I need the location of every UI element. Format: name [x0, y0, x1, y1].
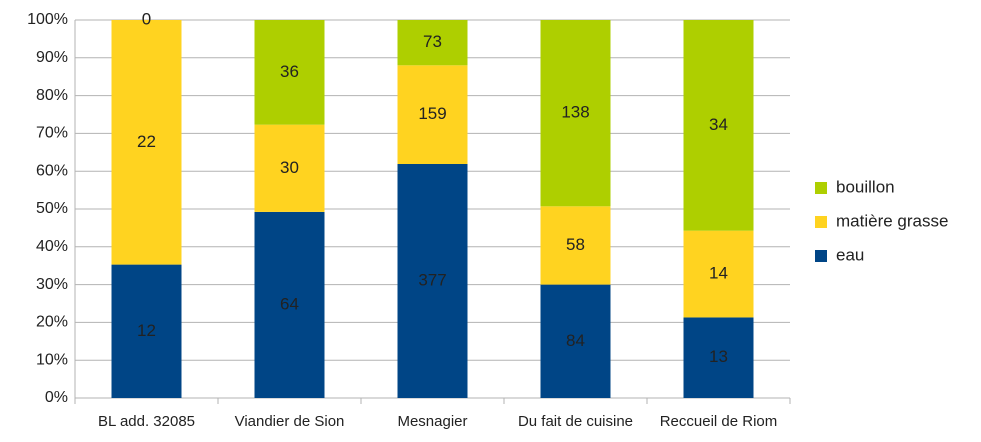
x-tick-label: Du fait de cuisine [518, 413, 633, 430]
bar-segment [683, 317, 754, 398]
data-label: 84 [566, 331, 585, 350]
bar-segment [540, 206, 611, 285]
y-tick-label: 10% [36, 351, 68, 368]
legend-swatch [815, 250, 827, 262]
legend-label: eau [836, 245, 864, 264]
data-label: 12 [137, 321, 156, 340]
data-label: 73 [423, 32, 442, 51]
legend-swatch [815, 182, 827, 194]
y-tick-label: 40% [36, 238, 68, 255]
legend-swatch [815, 216, 827, 228]
legend-label: bouillon [836, 177, 895, 196]
y-tick-label: 90% [36, 49, 68, 66]
data-label: 377 [418, 270, 446, 289]
y-tick-label: 30% [36, 276, 68, 293]
y-tick-label: 80% [36, 87, 68, 104]
y-tick-label: 100% [27, 11, 68, 28]
data-label: 14 [709, 264, 728, 283]
bar-segment [111, 264, 182, 398]
bar-segment [254, 124, 325, 212]
data-label: 36 [280, 62, 299, 81]
x-tick-label: Mesnagier [397, 413, 467, 430]
data-label: 13 [709, 347, 728, 366]
y-tick-label: 0% [45, 389, 68, 406]
x-tick-label: Reccueil de Riom [660, 413, 778, 430]
y-tick-label: 50% [36, 200, 68, 217]
data-label: 138 [561, 103, 589, 122]
bar-segment [254, 211, 325, 398]
y-tick-label: 70% [36, 125, 68, 142]
data-label: 58 [566, 235, 585, 254]
data-label: 64 [280, 294, 299, 313]
bar-segment [397, 164, 468, 398]
data-label: 34 [709, 115, 728, 134]
bar-segment [683, 230, 754, 318]
bar-segment [540, 284, 611, 398]
x-tick-label: Viandier de Sion [235, 413, 345, 430]
data-label: 159 [418, 104, 446, 123]
bar-segment [254, 20, 325, 125]
bar-segment [540, 20, 611, 207]
x-tick-label: BL add. 32085 [98, 413, 195, 430]
y-tick-label: 20% [36, 314, 68, 331]
data-label: 0 [142, 9, 151, 28]
bar-segment [397, 20, 468, 66]
bar-segment [683, 20, 754, 231]
data-label: 22 [137, 132, 156, 151]
bar-segment [397, 65, 468, 164]
legend-label: matière grasse [836, 211, 948, 230]
y-tick-label: 60% [36, 162, 68, 179]
bar-segment [111, 20, 182, 265]
data-label: 30 [280, 158, 299, 177]
